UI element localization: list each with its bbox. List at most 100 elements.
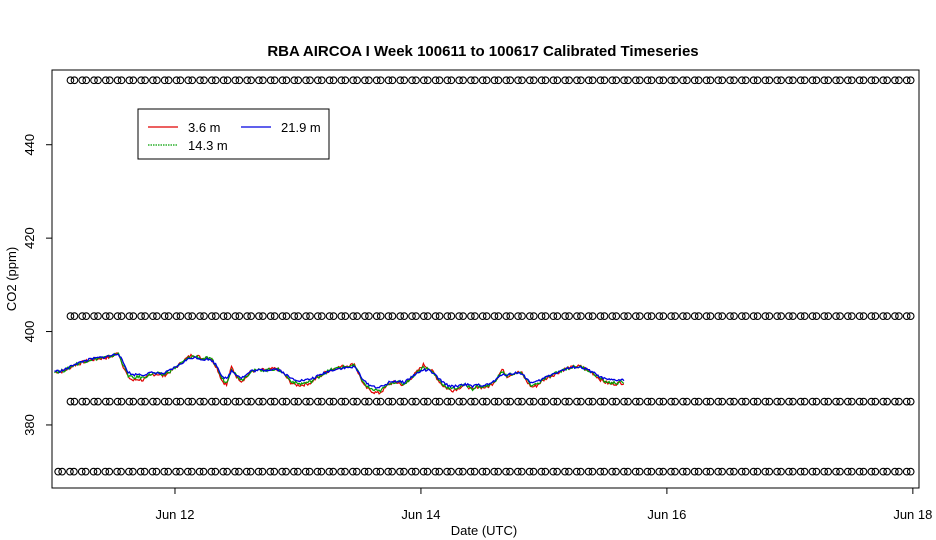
calibration-point [785, 312, 793, 320]
calibration-point [400, 467, 408, 476]
calibration-point [553, 397, 562, 406]
calibration-point [608, 312, 617, 320]
calibration-point [306, 76, 314, 85]
calibration-point [600, 467, 609, 476]
calibration-point [172, 397, 181, 406]
calibration-point [765, 467, 774, 476]
calibration-point [631, 76, 640, 85]
calibration-point [388, 397, 397, 406]
calibration-point [211, 397, 220, 406]
calibration-point [577, 76, 585, 85]
calibration-point [270, 467, 279, 476]
calibration-point [789, 397, 797, 406]
calibration-point [325, 312, 334, 320]
calibration-point [749, 467, 758, 476]
calibration-point [859, 76, 868, 85]
calibration-point [317, 397, 326, 406]
calibration-point [737, 312, 746, 320]
calibration-point [266, 397, 275, 406]
calibration-point [836, 397, 844, 406]
calibration-point [313, 312, 322, 320]
calibration-point [313, 76, 322, 85]
calibration-point [690, 397, 699, 406]
calibration-point [808, 312, 817, 320]
calibration-point [753, 312, 762, 320]
calibration-point [129, 467, 137, 476]
series-line-14-3-m [54, 352, 625, 393]
calibration-point [467, 397, 475, 406]
calibration-point [443, 76, 452, 85]
calibration-point [66, 397, 75, 406]
calibration-point [847, 467, 856, 476]
calibration-point [90, 312, 98, 320]
calibration-point [255, 312, 263, 320]
calibration-point [317, 467, 326, 476]
calibration-point [714, 467, 722, 476]
calibration-point [726, 467, 734, 476]
legend: 3.6 m 14.3 m 21.9 m [137, 108, 330, 160]
calibration-point [891, 76, 899, 85]
calibration-point [820, 467, 829, 476]
calibration-point [325, 397, 334, 406]
calibration-point [624, 397, 632, 406]
calibration-point [561, 397, 569, 406]
calibration-point [565, 312, 573, 320]
calibration-point [800, 312, 809, 320]
calibration-point [113, 397, 122, 406]
calibration-point [90, 397, 98, 406]
calibration-point [718, 467, 726, 476]
calibration-point [176, 467, 184, 476]
calibration-point [435, 312, 444, 320]
calibration-point [105, 76, 114, 85]
calibration-point [184, 397, 193, 406]
calibration-point [329, 467, 338, 476]
calibration-point [789, 312, 797, 320]
calibration-point [459, 312, 467, 320]
calibration-point [443, 312, 452, 320]
calibration-point [855, 467, 864, 476]
calibration-point [600, 312, 609, 320]
x-axis-label: Date (UTC) [451, 523, 517, 538]
calibration-point [847, 397, 856, 406]
calibration-point [305, 467, 314, 476]
calibration-point [773, 467, 781, 476]
calibration-point [730, 467, 738, 476]
calibration-point [70, 76, 79, 85]
calibration-point [796, 397, 805, 406]
calibration-point [384, 397, 393, 406]
calibration-point [690, 312, 699, 320]
calibration-point [372, 312, 381, 320]
calibration-point [824, 467, 833, 476]
calibration-point [647, 312, 656, 320]
calibration-point [525, 76, 534, 85]
calibration-point [737, 467, 746, 476]
calibration-point [105, 312, 114, 320]
calibration-point [624, 312, 632, 320]
calibration-point [667, 397, 675, 406]
calibration-point [266, 467, 275, 476]
calibration-point [584, 312, 593, 320]
calibration-point [667, 76, 675, 85]
calibration-point [93, 467, 102, 476]
calibration-point [525, 467, 534, 476]
x-tick-label: Jun 16 [647, 507, 686, 522]
calibration-point [78, 312, 87, 320]
calibration-point [714, 312, 723, 320]
calibration-point [278, 397, 287, 406]
calibration-point [259, 76, 267, 85]
calibration-point [635, 397, 644, 406]
calibration-point [211, 467, 220, 476]
calibration-point [196, 397, 204, 406]
calibration-point [196, 76, 204, 85]
calibration-point [372, 397, 381, 406]
calibration-point [243, 397, 251, 406]
calibration-points [54, 76, 915, 476]
calibration-point [478, 467, 487, 476]
calibration-point [412, 76, 420, 85]
calibration-point [529, 76, 538, 85]
calibration-point [329, 76, 338, 85]
calibration-point [741, 397, 750, 406]
calibration-point [600, 397, 609, 406]
calibration-point [902, 467, 911, 476]
calibration-point [290, 312, 299, 320]
